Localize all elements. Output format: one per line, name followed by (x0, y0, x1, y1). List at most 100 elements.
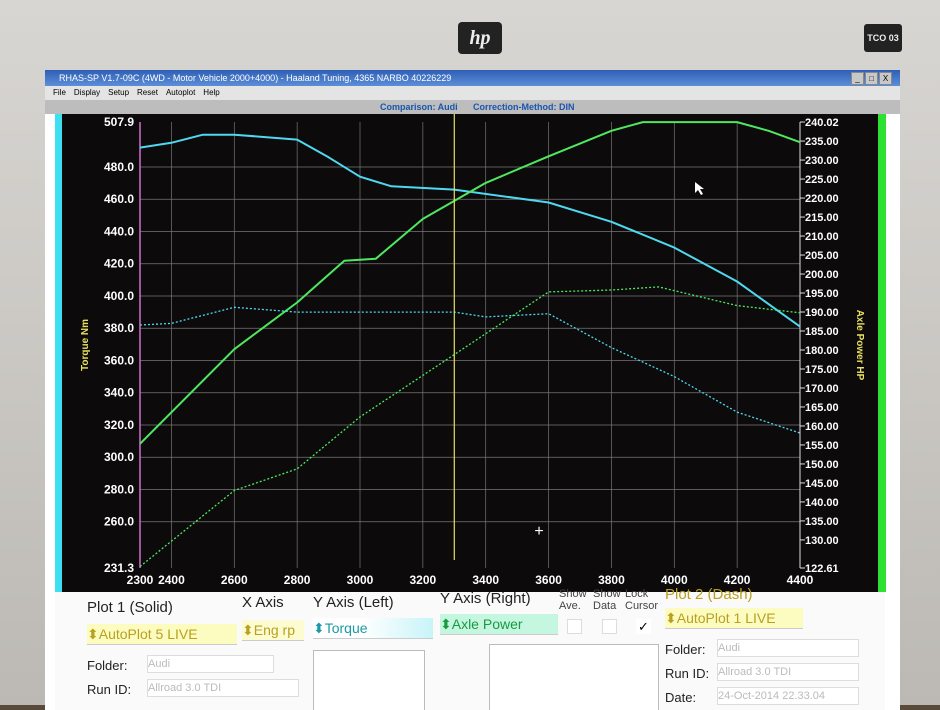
show-ave-checkbox[interactable] (567, 619, 582, 634)
y-right-tick-label: 225.00 (805, 174, 839, 186)
x-tick-label: 4200 (724, 573, 751, 587)
title-bar: RHAS-SP V1.7-09C (4WD - Motor Vehicle 20… (45, 70, 900, 86)
y-left-tick-label: 420.0 (104, 257, 134, 271)
y-left-tick-label: 360.0 (104, 353, 134, 367)
y-right-tick-label: 230.00 (805, 155, 839, 167)
y-left-tick-label: 300.0 (104, 450, 134, 464)
mouse-pointer-icon (695, 182, 704, 195)
y-right-tick-label: 122.61 (805, 563, 839, 575)
y-axis-left-value: Torque (324, 620, 368, 636)
y-right-tick-label: 220.00 (805, 193, 839, 205)
show-ave-label: Show Ave. (559, 588, 587, 612)
menu-bar: File Display Setup Reset Autoplot Help (45, 86, 900, 100)
minimize-button[interactable]: _ (851, 72, 864, 85)
date-field[interactable]: 24-Oct-2014 22.33.04 (717, 687, 859, 705)
y-left-tick-label: 440.0 (104, 224, 134, 238)
x-axis-value: Eng rp (253, 622, 295, 638)
y-axis-left-select[interactable]: ⬍Torque (313, 618, 433, 639)
plot1-value: AutoPlot 5 LIVE (98, 626, 198, 642)
x-axis-select[interactable]: ⬍Eng rp (242, 620, 304, 641)
comparison-label: Comparison: Audi (380, 102, 458, 112)
plot2-value: AutoPlot 1 LIVE (676, 610, 776, 626)
plot1-select[interactable]: ⬍AutoPlot 5 LIVE (87, 624, 237, 645)
lock-cursor-label: Lock Cursor (625, 588, 659, 612)
dyno-chart: 2300 2400 2600 2800 3000 3200 3400 3600 3800 4000… (80, 114, 865, 587)
hp-logo: hp (458, 22, 502, 54)
x-tick-label: 4400 (787, 573, 814, 587)
plot1-label: Plot 1 (Solid) (87, 599, 173, 616)
plot2-power-line (139, 286, 801, 568)
runid1-field[interactable]: Allroad 3.0 TDI (147, 679, 299, 697)
y-right-tick-label: 190.00 (805, 307, 839, 319)
control-panel: Plot 1 (Solid) ⬍AutoPlot 5 LIVE X Axis ⬍… (55, 586, 885, 710)
y-left-tick-label: 380.0 (104, 321, 134, 335)
x-axis-label: X Axis (242, 594, 284, 611)
lock-cursor-checkbox[interactable]: ✓ (636, 619, 651, 634)
folder1-field[interactable]: Audi (147, 655, 274, 673)
y-axis-left-label: Y Axis (Left) (313, 594, 394, 611)
y-right-tick-label: 135.00 (805, 516, 839, 528)
plot2-label: Plot 2 (Dash) (665, 586, 753, 603)
maximize-button[interactable]: □ (865, 72, 878, 85)
menu-setup[interactable]: Setup (108, 88, 130, 97)
runid2-field[interactable]: Allroad 3.0 TDI (717, 663, 859, 681)
folder2-field[interactable]: Audi (717, 639, 859, 657)
folder2-label: Folder: (665, 642, 706, 657)
x-tick-label: 2400 (158, 573, 185, 587)
menu-autoplot[interactable]: Autoplot (165, 88, 196, 97)
chart-area (55, 114, 885, 592)
app-window: RHAS-SP V1.7-09C (4WD - Motor Vehicle 20… (45, 70, 900, 710)
date-label: Date: (665, 690, 697, 705)
menu-reset[interactable]: Reset (137, 88, 158, 97)
plot1-power-line (139, 121, 801, 445)
y-right-tick-label: 205.00 (805, 250, 839, 262)
menu-display[interactable]: Display (73, 88, 101, 97)
y-right-tick-label: 165.00 (805, 402, 839, 414)
y-right-tick-label: 235.00 (805, 136, 839, 148)
y-right-tick-label: 145.00 (805, 478, 839, 490)
runid2-label: Run ID: (665, 666, 710, 681)
x-tick-label: 3600 (535, 573, 562, 587)
crosshair-icon: + (534, 523, 543, 540)
y-right-tick-label: 215.00 (805, 212, 839, 224)
runid1-label: Run ID: (87, 682, 132, 697)
info-bar: Comparison: Audi Correction-Method: DIN (45, 100, 900, 114)
y-axis-right-select[interactable]: ⬍Axle Power (440, 614, 558, 635)
x-tick-label: 2600 (221, 573, 248, 587)
x-tick-label: 3400 (472, 573, 499, 587)
x-tick-label: 3200 (410, 573, 437, 587)
y-left-tick-label: 280.0 (104, 482, 134, 496)
y-right-tick-label: 180.00 (805, 345, 839, 357)
folder1-label: Folder: (87, 658, 128, 673)
left-scrollbar[interactable] (55, 114, 62, 592)
y-left-tick-label: 507.9 (104, 115, 134, 129)
show-data-checkbox[interactable] (602, 619, 617, 634)
y-right-tick-label: 185.00 (805, 326, 839, 338)
y-axis-left-list[interactable] (313, 650, 425, 710)
y-right-tick-label: 130.00 (805, 535, 839, 547)
y-left-tick-label: 340.0 (104, 386, 134, 400)
y-axis-right-label: Y Axis (Right) (440, 590, 531, 607)
y-right-tick-label: 160.00 (805, 421, 839, 433)
plot2-select[interactable]: ⬍AutoPlot 1 LIVE (665, 608, 803, 629)
y-right-tick-label: 170.00 (805, 383, 839, 395)
correction-method-label: Correction-Method: DIN (473, 102, 575, 112)
x-tick-label: 3800 (598, 573, 625, 587)
y-right-tick-label: 155.00 (805, 440, 839, 452)
x-tick-label: 4000 (661, 573, 688, 587)
window-title: RHAS-SP V1.7-09C (4WD - Motor Vehicle 20… (59, 73, 452, 83)
menu-file[interactable]: File (53, 88, 66, 97)
y-left-tick-label: 460.0 (104, 192, 134, 206)
y-right-axis-label: Axle Power HP (854, 310, 865, 381)
y-left-tick-label: 231.3 (104, 561, 134, 575)
menu-help[interactable]: Help (203, 88, 220, 97)
plot2-torque-line (139, 306, 801, 434)
y-axis-right-list[interactable] (489, 644, 659, 710)
y-left-tick-label: 400.0 (104, 289, 134, 303)
right-scrollbar[interactable] (878, 114, 886, 592)
show-data-label: Show Data (593, 588, 621, 612)
tco-badge: TCO 03 (864, 24, 902, 52)
close-button[interactable]: X (879, 72, 892, 85)
y-left-tick-label: 480.0 (104, 160, 134, 174)
x-tick-label: 2300 (127, 573, 154, 587)
